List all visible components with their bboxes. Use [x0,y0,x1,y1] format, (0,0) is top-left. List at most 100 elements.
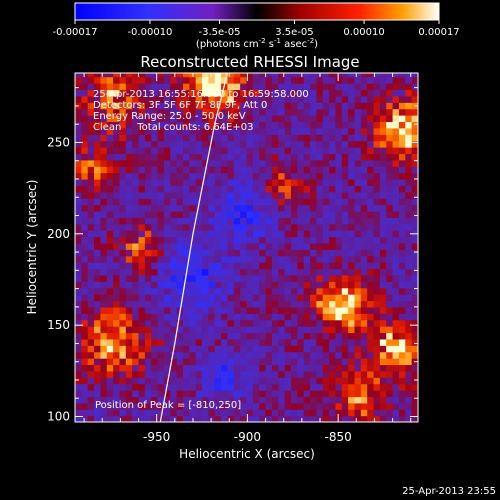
heatmap-cell [252,153,260,161]
heatmap-cell [316,306,324,314]
heatmap-cell [125,236,133,244]
heatmap-cell [113,274,121,282]
heatmap-cell [259,415,267,422]
heatmap-cell [144,287,152,295]
heatmap-cell [170,402,178,410]
heatmap-cell [182,83,190,91]
heatmap-cell [278,108,286,116]
heatmap-cell [265,223,273,231]
heatmap-cell [87,83,95,91]
heatmap-cell [341,147,349,154]
heatmap-cell [138,217,146,225]
heatmap-cell [182,159,190,167]
heatmap-cell [163,159,171,167]
heatmap-cell [100,332,108,340]
heatmap-cell [265,121,273,129]
heatmap-cell [81,95,89,103]
heatmap-cell [405,268,413,276]
heatmap-cell [360,274,368,282]
heatmap-cell [367,95,375,103]
heatmap-cell [379,332,387,340]
heatmap-cell [157,89,165,97]
heatmap-cell [94,178,102,186]
heatmap-cell [87,338,95,346]
heatmap-cell [182,191,190,199]
heatmap-cell [335,358,343,366]
heatmap-cell [367,242,375,250]
units-exp3: -2 [307,37,314,45]
heatmap-cell [195,210,203,218]
heatmap-cell [278,210,286,218]
heatmap-cell [106,319,114,327]
heatmap-cell [348,230,356,238]
heatmap-cell [392,409,400,417]
heatmap-cell [106,281,114,289]
heatmap-cell [246,313,254,321]
heatmap-cell [106,83,114,91]
heatmap-cell [125,242,133,250]
heatmap-cell [316,172,324,180]
heatmap-cell [163,210,171,218]
heatmap-cell [221,383,229,391]
heatmap-cell [284,415,292,422]
heatmap-cell [290,345,298,353]
heatmap-cell [265,210,273,218]
heatmap-cell [170,230,178,238]
heatmap-cell [367,262,375,270]
heatmap-cell [360,172,368,180]
solar-limb-curve [159,73,228,422]
heatmap-cell [322,338,330,346]
heatmap-cell [303,210,311,218]
heatmap-cell [405,345,413,353]
heatmap-cell [202,217,209,225]
heatmap-cell [202,287,209,295]
heatmap-cell [75,383,82,391]
heatmap-cell [144,95,152,103]
heatmap-cell [227,249,235,257]
heatmap-cell [386,178,394,186]
heatmap-cell [208,242,216,250]
heatmap-cell [138,236,146,244]
heatmap-cell [214,217,222,225]
heatmap-cell [341,210,349,218]
heatmap-cell [360,95,368,103]
heatmap-cell [265,255,273,263]
heatmap-cell [119,262,127,270]
heatmap-cell [214,313,222,321]
heatmap-cell [354,415,362,422]
heatmap-cell [132,95,140,103]
heatmap-cell [163,198,171,206]
heatmap-cell [379,102,387,110]
heatmap-cell [259,198,267,206]
heatmap-cell [392,185,400,193]
heatmap-cell [316,108,324,116]
heatmap-cell [310,147,317,154]
heatmap-cell [360,313,368,321]
heatmap-cell [360,300,368,308]
heatmap-cell [132,351,140,359]
heatmap-cell [144,102,152,110]
heatmap-cell [106,268,114,276]
heatmap-cell [221,364,229,372]
x-tick-label: -900 [234,430,261,444]
heatmap-cell [113,338,121,346]
heatmap-cell [411,338,418,346]
heatmap-cell [310,377,317,385]
heatmap-cell [373,191,381,199]
heatmap-cell [303,255,311,263]
heatmap-cell [411,127,418,135]
heatmap-cell [170,73,178,78]
heatmap-cell [202,274,209,282]
heatmap-cell [240,217,248,225]
heatmap-cell [125,76,133,84]
heatmap-cell [87,345,95,353]
heatmap-cell [329,281,337,289]
heatmap-cell [163,147,171,154]
heatmap-cell [348,364,356,372]
heatmap-cell [75,223,82,231]
heatmap-cell [290,230,298,238]
heatmap-cell [221,89,229,97]
heatmap-cell [106,370,114,378]
heatmap-cell [373,345,381,353]
heatmap-cell [348,242,356,250]
